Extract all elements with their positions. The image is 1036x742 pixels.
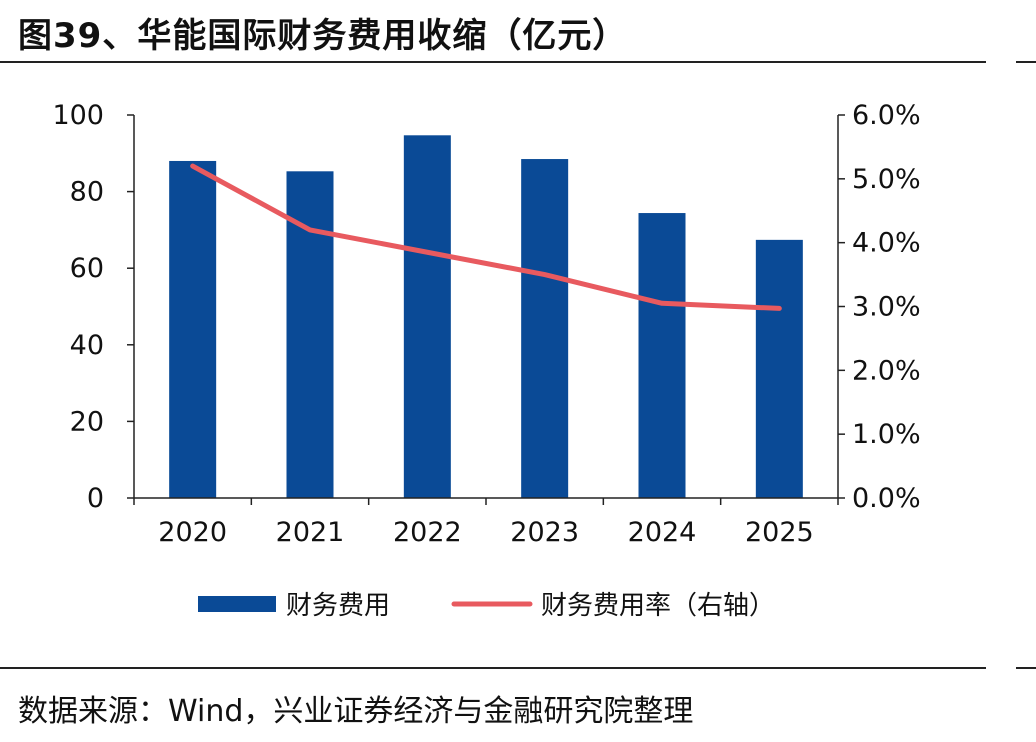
right-tick-label: 4.0% [852,228,921,259]
bar [286,171,334,498]
legend-swatch-bar [198,596,276,612]
left-tick-label: 20 [70,406,104,437]
source-note: 数据来源：Wind，兴业证券经济与金融研究院整理 [18,694,694,729]
right-tick-label: 2.0% [852,355,921,386]
left-tick-label: 100 [52,100,104,131]
left-tick-label: 80 [70,177,104,208]
right-tick-label: 5.0% [852,164,921,195]
right-tick-label: 1.0% [852,419,921,450]
right-tick-label: 6.0% [852,100,921,131]
x-tick-label: 2020 [158,517,227,548]
top-rule-right [1016,61,1036,63]
top-rule [0,61,986,63]
right-tick-label: 3.0% [852,292,921,323]
bottom-rule [0,667,986,669]
x-tick-label: 2022 [393,517,462,548]
bar [169,160,217,498]
left-tick-label: 40 [70,330,104,361]
line-series-rate [190,163,782,311]
legend-label-line: 财务费用率（右轴） [541,591,775,621]
x-tick-label: 2025 [745,517,814,548]
bar [638,213,686,498]
bar [755,239,803,498]
right-tick-label: 0.0% [852,483,921,514]
x-tick-label: 2024 [628,517,697,548]
x-tick-label: 2023 [510,517,579,548]
left-tick-label: 0 [87,483,104,514]
chart-canvas: 0 20 40 60 80 100 0.0% 1.0% 2.0% 3.0% 4.0% 5.0% 6.0%… [52,100,921,621]
bottom-rule-right [1016,667,1036,669]
bar [403,135,451,498]
legend-label-bar: 财务费用 [286,591,390,621]
chart-title: 图39、华能国际财务费用收缩（亿元） [18,16,628,56]
x-tick-label: 2021 [276,517,345,548]
left-tick-label: 60 [70,253,104,284]
bar [521,159,569,499]
